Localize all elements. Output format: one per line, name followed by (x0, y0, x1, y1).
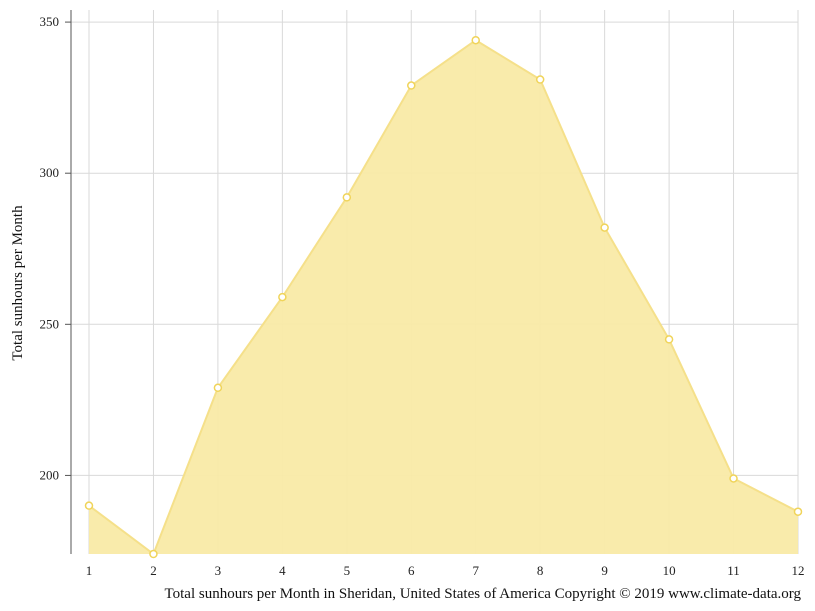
data-points (84, 35, 803, 559)
y-tick-label-250: 250 (40, 316, 60, 331)
data-point-4 (278, 292, 287, 302)
x-tick-label-10: 10 (663, 563, 676, 578)
data-point-7 (471, 35, 480, 45)
x-tick-label-1: 1 (86, 563, 93, 578)
x-tick-label-4: 4 (279, 563, 286, 578)
x-tick-label-8: 8 (537, 563, 544, 578)
data-point-11 (729, 474, 738, 483)
x-tick-label-2: 2 (150, 563, 157, 578)
axes (65, 10, 72, 554)
chart-caption: Total sunhours per Month in Sheridan, Un… (165, 586, 802, 602)
data-point-2 (149, 549, 158, 559)
x-tick-label-5: 5 (344, 563, 351, 578)
data-point-1 (84, 501, 94, 510)
area-series (88, 39, 799, 556)
data-point-6 (407, 81, 416, 90)
data-point-12 (793, 507, 803, 516)
x-tick-label-6: 6 (408, 563, 415, 578)
x-tick-label-12: 12 (792, 563, 805, 578)
data-point-5 (342, 193, 352, 202)
data-point-8 (535, 75, 545, 84)
y-tick-label-300: 300 (40, 165, 60, 180)
y-tick-label-350: 350 (40, 14, 60, 29)
y-tick-label-200: 200 (40, 467, 60, 482)
data-point-9 (600, 223, 609, 232)
data-point-10 (664, 335, 674, 344)
x-tick-label-7: 7 (472, 563, 479, 578)
x-tick-label-11: 11 (727, 563, 740, 578)
x-tick-label-9: 9 (601, 563, 608, 578)
x-tick-label-3: 3 (215, 563, 222, 578)
data-point-3 (213, 383, 223, 393)
series-line (88, 39, 799, 556)
y-axis-title: Total sunhours per Month (10, 205, 26, 361)
area-fill (89, 40, 798, 554)
